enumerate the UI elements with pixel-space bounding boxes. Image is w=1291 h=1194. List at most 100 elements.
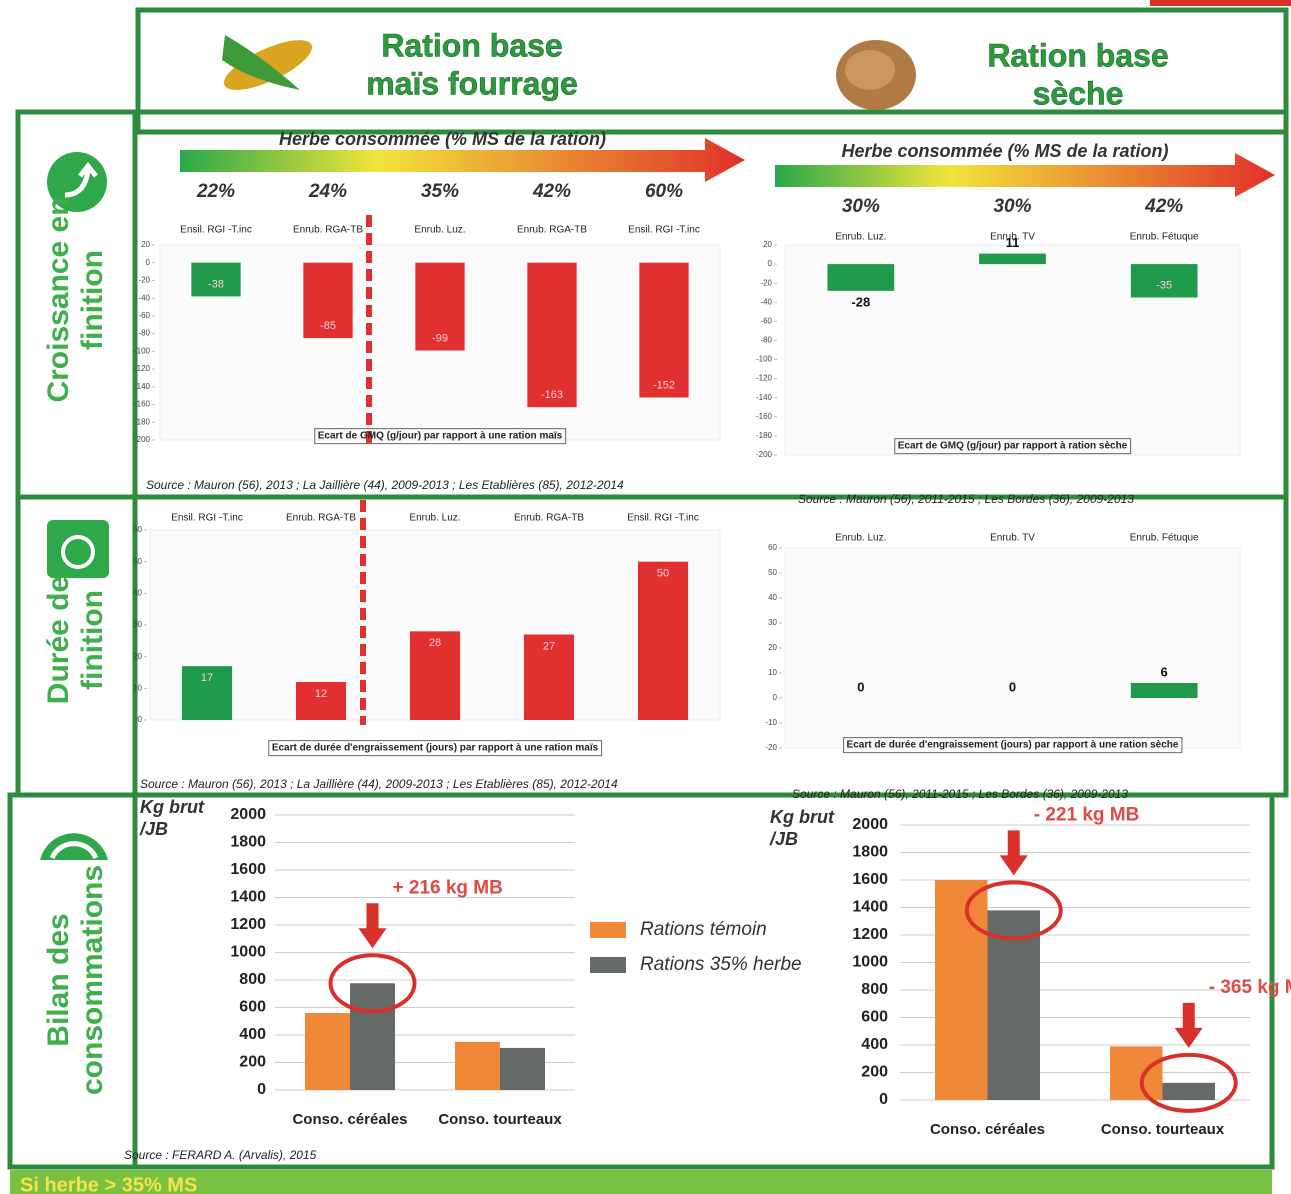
- y-tick-label: -60: [138, 311, 150, 320]
- arrow-label: 24%: [308, 181, 347, 202]
- header-title: Ration base: [381, 27, 562, 63]
- y-tick-label: 0: [773, 693, 778, 702]
- y-tick-label: 200: [239, 1054, 266, 1071]
- y-tick-label: 1200: [230, 916, 266, 933]
- y-tick-label: 400: [861, 1036, 888, 1053]
- legend-swatch: [590, 922, 626, 938]
- y-tick-label: 50: [768, 568, 777, 577]
- bar: [455, 1042, 500, 1090]
- y-tick-label: 20: [133, 652, 142, 661]
- arrow-label: 30%: [993, 196, 1031, 217]
- y-tick-label: -80: [760, 336, 772, 345]
- category-label: Conso. céréales: [292, 1111, 407, 1128]
- y-axis-label: Kg brut: [140, 797, 205, 817]
- footer-band: [10, 1170, 1272, 1194]
- value-label: 11: [1006, 235, 1020, 250]
- y-tick-label: 1800: [230, 834, 266, 851]
- bar: [500, 1048, 545, 1090]
- y-tick-label: 800: [239, 971, 266, 988]
- y-tick-label: 1800: [852, 844, 888, 861]
- y-tick-label: 1000: [230, 944, 266, 961]
- category-label: Conso. céréales: [930, 1121, 1045, 1138]
- bar: [350, 983, 395, 1090]
- y-tick-label: 2000: [230, 806, 266, 823]
- annotation: + 216 kg MB: [393, 877, 503, 898]
- bar: [1163, 1083, 1216, 1100]
- y-tick-label: -20: [138, 276, 150, 285]
- row-label: finition: [76, 250, 109, 350]
- y-axis-label: /JB: [139, 819, 168, 839]
- y-tick-label: 2000: [852, 816, 888, 833]
- y-tick-label: -180: [134, 417, 151, 426]
- y-tick-label: 200: [861, 1064, 888, 1081]
- y-axis-label: /JB: [769, 829, 798, 849]
- y-tick-label: -80: [138, 329, 150, 338]
- source: Source : Mauron (56), 2011-2015 ; Les Bo…: [798, 492, 1134, 506]
- y-tick-label: 600: [861, 1009, 888, 1026]
- legend-label: Rations 35% herbe: [640, 954, 802, 975]
- chart-note: Ecart de GMQ (g/jour) par rapport à une …: [318, 431, 563, 442]
- category-label: Enrub. RGA-TB: [286, 513, 356, 524]
- y-tick-label: -100: [134, 346, 151, 355]
- y-tick-label: 1400: [852, 899, 888, 916]
- y-tick-label: 0: [146, 258, 151, 267]
- category-label: Enrub. Luz.: [835, 232, 886, 243]
- legend-swatch: [590, 957, 626, 973]
- y-tick-label: -20: [760, 278, 772, 287]
- top-accent: [1150, 0, 1291, 6]
- y-tick-label: 30: [768, 618, 777, 627]
- y-tick-label: -40: [760, 297, 772, 306]
- bar: [305, 1013, 350, 1090]
- bar: [527, 263, 576, 407]
- category-label: Ensil. RGI -T.inc: [627, 513, 699, 524]
- y-tick-label: 1600: [852, 871, 888, 888]
- value-label: -99: [432, 332, 448, 344]
- plot-area: [785, 548, 1240, 748]
- category-label: Conso. tourteaux: [438, 1111, 562, 1128]
- arrow-label: 30%: [842, 196, 880, 217]
- value-label: 28: [429, 637, 441, 649]
- category-label: Enrub. Fétuque: [1130, 232, 1199, 243]
- y-tick-label: -200: [134, 435, 151, 444]
- y-tick-label: -60: [760, 316, 772, 325]
- bar: [979, 254, 1046, 265]
- y-tick-label: -160: [756, 412, 773, 421]
- value-label: 6: [1161, 664, 1168, 679]
- value-label: 12: [315, 688, 327, 700]
- value-label: -38: [208, 278, 224, 290]
- value-label: 0: [857, 679, 864, 694]
- category-label: Enrub. RGA-TB: [514, 513, 584, 524]
- grain-icon: [836, 40, 916, 110]
- value-label: -35: [1156, 279, 1172, 291]
- y-tick-label: 800: [861, 981, 888, 998]
- y-tick-label: -140: [134, 382, 151, 391]
- source: Source : FERARD A. (Arvalis), 2015: [124, 1148, 317, 1162]
- category-label: Enrub. TV: [990, 533, 1035, 544]
- y-tick-label: 0: [257, 1081, 266, 1098]
- y-tick-label: 20: [768, 643, 777, 652]
- annotation: - 365 kg MB: [1209, 977, 1291, 998]
- legend-label: Rations témoin: [640, 919, 767, 940]
- category-label: Ensil. RGI -T.inc: [180, 225, 252, 236]
- y-tick-label: 40: [133, 588, 142, 597]
- arrow-label: 42%: [532, 181, 571, 202]
- value-label: 17: [201, 672, 213, 684]
- chart-note: Ecart de GMQ (g/jour) par rapport à rati…: [898, 441, 1128, 452]
- value-label: 50: [657, 568, 669, 580]
- value-label: -28: [851, 294, 870, 309]
- chart-note: Ecart de durée d'engraissement (jours) p…: [272, 743, 599, 754]
- category-label: Enrub. Luz.: [409, 513, 460, 524]
- y-tick-label: -120: [134, 364, 151, 373]
- y-tick-label: 0: [879, 1091, 888, 1108]
- y-tick-label: 20: [763, 240, 772, 249]
- y-tick-label: 1600: [230, 861, 266, 878]
- bar: [639, 263, 688, 398]
- chart-note: Ecart de durée d'engraissement (jours) p…: [847, 740, 1179, 751]
- arrow-label: 42%: [1144, 196, 1183, 217]
- row-label: Croissance en: [42, 197, 75, 402]
- row-label: consommations: [76, 865, 109, 1095]
- bar: [638, 562, 688, 720]
- category-label: Enrub. Luz.: [835, 533, 886, 544]
- arrow-label: 35%: [421, 181, 459, 202]
- y-tick-label: -200: [756, 450, 773, 459]
